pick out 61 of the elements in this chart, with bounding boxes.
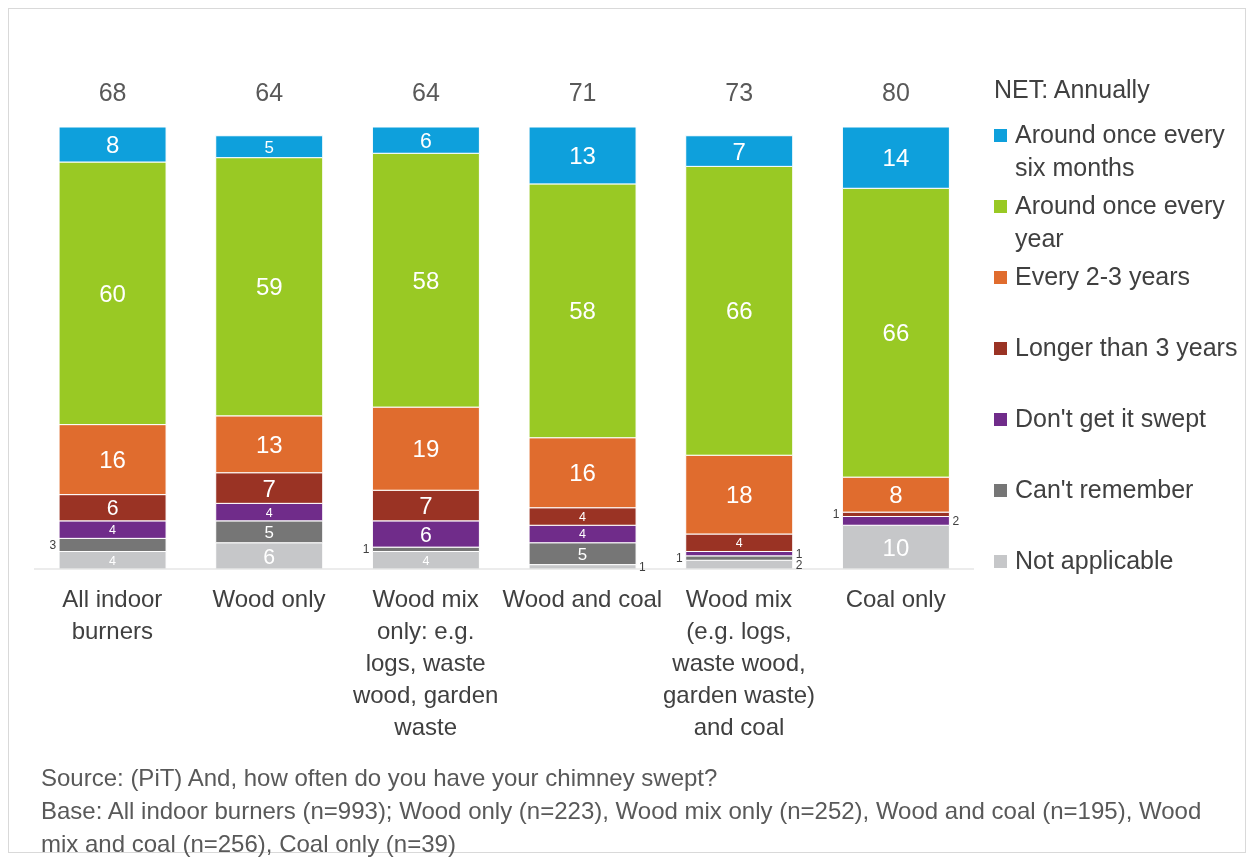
data-label: 19 (412, 435, 440, 463)
data-label: 1 (639, 559, 647, 574)
data-label: 4 (422, 553, 430, 568)
data-label: 4 (109, 523, 117, 538)
data-label: 6 (419, 128, 432, 153)
x-tick-label: Coal only (845, 585, 946, 612)
x-tick-label: Wood only (212, 585, 326, 612)
text: 71 (568, 78, 597, 106)
text: 73 (725, 78, 754, 106)
data-label: 66 (882, 319, 910, 347)
legend-label: Don't get it swept (1015, 403, 1206, 434)
legend-label: Longer than 3 years (1015, 332, 1238, 363)
data-label: 4 (109, 553, 117, 568)
data-label: 4 (265, 505, 273, 520)
data-label: 16 (99, 446, 126, 474)
data-label: 6 (263, 544, 276, 569)
data-label: 14 (882, 144, 910, 172)
legend-title: NET: Annually (994, 75, 1151, 104)
text: Around once every year (1015, 190, 1226, 254)
legend-label: Around once every six months (1015, 119, 1226, 183)
source-note: Source: (PiT) And, how often do you have your chimney swept? (41, 763, 719, 793)
data-label: 4 (579, 527, 587, 542)
text: 64 (255, 78, 284, 106)
x-tick-label: Wood mix only: e.g. logs, waste wood, garden waste (351, 585, 499, 740)
data-label: 3 (49, 537, 57, 552)
data-label: 18 (725, 481, 753, 509)
legend-label: Every 2-3 years (1015, 261, 1191, 292)
data-label: 8 (889, 481, 903, 509)
data-label: 66 (725, 297, 753, 325)
legend-label: Not applicable (1015, 545, 1174, 576)
data-label: 5 (264, 137, 274, 157)
data-label: 6 (106, 496, 119, 521)
legend-label: Can't remember (1015, 474, 1194, 505)
data-label: 5 (264, 522, 274, 542)
data-label: 7 (732, 137, 746, 165)
data-label: 4 (735, 536, 743, 551)
data-label: 1 (832, 507, 840, 522)
data-label: 16 (569, 459, 596, 487)
data-label: 1 (362, 542, 370, 557)
x-tick-label: Wood and coal (502, 585, 663, 612)
data-label: 8 (105, 131, 120, 159)
text: 80 (881, 78, 910, 106)
data-label: 6 (419, 522, 432, 547)
data-label: 2 (952, 513, 960, 528)
text: Base: All indoor burners (n=993); Wood only (n=223), Wood mix only (n=252), Wood and coal (n=195), Wood mix and coal (n=256), Coal only (n=39) (41, 796, 1203, 859)
data-label: 13 (255, 430, 283, 458)
data-label: 58 (412, 266, 440, 294)
data-label: 1 (676, 551, 684, 566)
data-label: 59 (255, 273, 283, 301)
data-label: 60 (99, 279, 126, 307)
data-label: 7 (419, 492, 433, 520)
data-label: 5 (577, 544, 588, 564)
x-tick-label: Wood mix (e.g. logs, waste wood, garden waste) and coal (662, 585, 816, 740)
data-label: 13 (569, 142, 596, 170)
x-tick-label: All indoor burners (62, 585, 163, 644)
data-label: 4 (579, 509, 587, 524)
text: 64 (411, 78, 440, 106)
data-label: 7 (262, 474, 276, 502)
data-label: 10 (882, 533, 910, 561)
text: 68 (98, 78, 127, 106)
data-label: 58 (569, 297, 596, 325)
